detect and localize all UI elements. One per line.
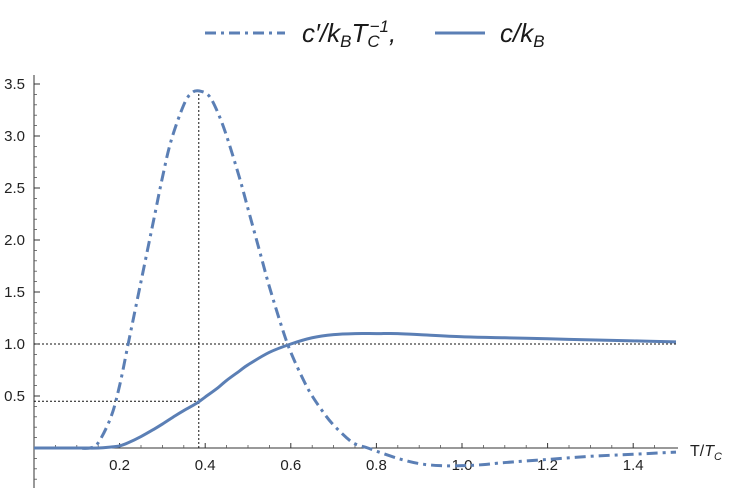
x-axis-label: T/TC: [690, 443, 722, 463]
y-tick-label: 1.5: [4, 284, 25, 301]
x-tick-label: 0.2: [109, 457, 130, 474]
x-tick-label: 0.4: [195, 457, 216, 474]
y-ticks: 0.5 1.0 1.5 2.0 2.5 3.0 3.5: [4, 76, 40, 480]
y-tick-label: 2.0: [4, 232, 25, 249]
x-tick-label: 1.2: [537, 457, 558, 474]
x-ticks: 0.2 0.4 0.6 0.8 1.0 1.2 1.4: [55, 443, 655, 474]
y-tick-label: 1.0: [4, 336, 25, 353]
y-tick-label: 2.5: [4, 180, 25, 197]
y-tick-label: 3.5: [4, 76, 25, 93]
legend-label-2: c/kB: [500, 18, 545, 51]
reference-lines: [34, 91, 676, 448]
x-tick-label: 0.6: [280, 457, 301, 474]
y-tick-label: 3.0: [4, 128, 25, 145]
y-tick-label: 0.5: [4, 388, 25, 405]
series-line-specific-heat: [34, 332, 677, 450]
series-line-derivative: [34, 89, 677, 468]
series-layer: [34, 89, 677, 468]
x-tick-label: 1.4: [623, 457, 644, 474]
legend-label-1: c′/kBTC−1,: [302, 17, 396, 51]
x-tick-label: 0.8: [366, 457, 387, 474]
legend: c′/kBTC−1, c/kB: [205, 17, 545, 51]
